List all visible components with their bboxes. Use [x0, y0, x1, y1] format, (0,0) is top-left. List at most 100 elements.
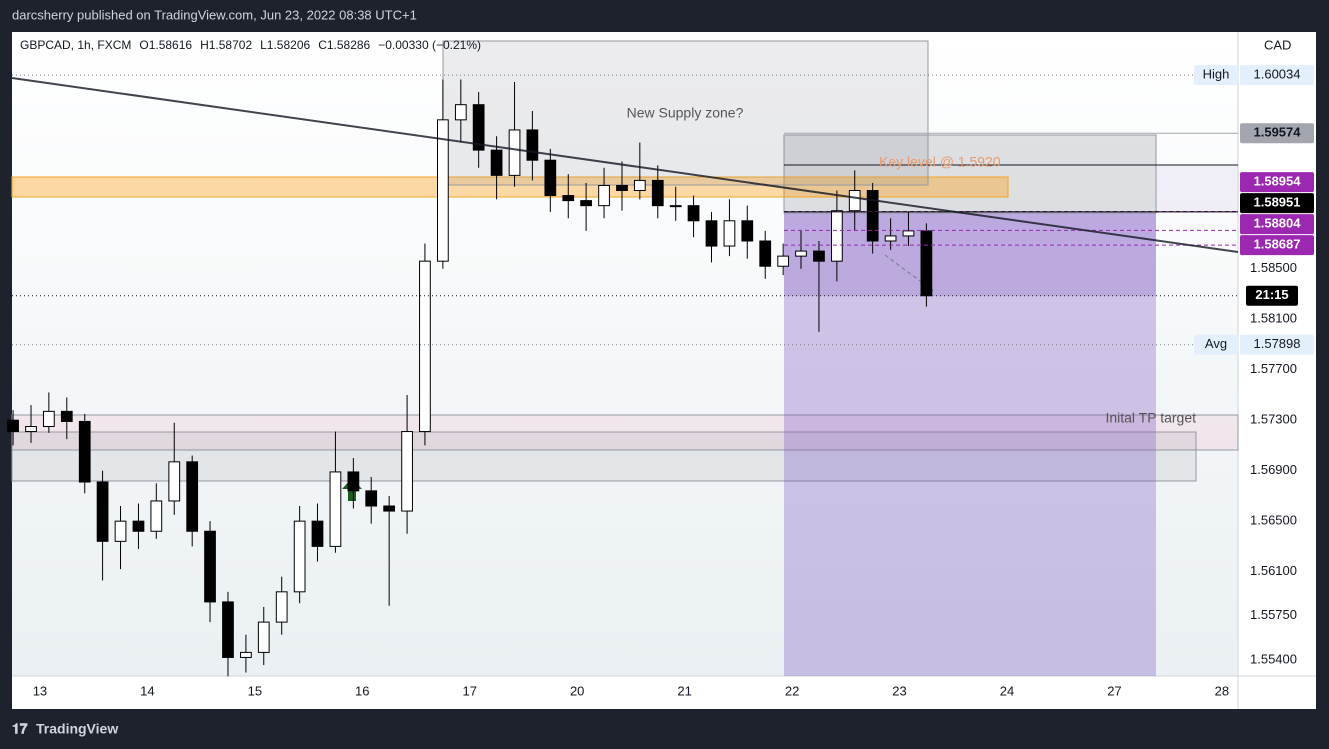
price-tag-box [1194, 65, 1238, 86]
price-label: 1.58951 [1254, 195, 1301, 210]
supply-zone [442, 40, 929, 186]
footer-logo: TradingView [36, 721, 118, 737]
legend-close: C1.58286 [318, 38, 370, 52]
legend-low: L1.58206 [260, 38, 310, 52]
marks [7, 74, 1238, 677]
candle-body [437, 119, 449, 262]
candle-body [257, 621, 270, 653]
chart-area [12, 32, 1316, 709]
candle-body [723, 220, 736, 247]
candle-body [60, 410, 73, 422]
candle-body [848, 190, 861, 212]
price-tag: Avg [1205, 336, 1227, 351]
projection-zone [784, 213, 1156, 676]
x-tick-label: 28 [1215, 683, 1229, 698]
price-label: 1.60034 [1254, 67, 1301, 82]
candle-body [7, 419, 19, 433]
price-label-box [1240, 193, 1314, 214]
candle-body [419, 260, 431, 433]
candle-body [329, 471, 342, 547]
candle-body [311, 520, 324, 547]
key-level-label: Key level @ 1.5920 [879, 154, 1001, 170]
candle-body [831, 210, 843, 262]
candle-body [222, 601, 234, 658]
candle-body [132, 520, 145, 532]
legend-high: H1.58702 [200, 38, 252, 52]
x-tick-label: 24 [1000, 683, 1014, 698]
candle-body [598, 184, 610, 207]
candle-body [96, 481, 109, 542]
candle-body [544, 159, 557, 197]
supply-label: New Supply zone? [627, 105, 744, 121]
stop-zone [783, 134, 1157, 214]
candle-body [795, 250, 807, 257]
candle-body [508, 129, 521, 176]
countdown: 21:15 [1255, 287, 1288, 302]
candle-body [365, 490, 378, 507]
projection-zone-dark [784, 213, 1156, 296]
price-label-box [1240, 235, 1314, 256]
y-tick-label: 1.56500 [1250, 513, 1297, 528]
candle-body [669, 205, 682, 208]
candle-body [401, 431, 413, 512]
x-tick-label: 22 [785, 683, 799, 698]
candle-body [168, 461, 181, 502]
candle-body [383, 505, 396, 512]
candle-body [240, 651, 252, 658]
candle-body [741, 220, 754, 242]
y-tick-label: 1.56100 [1250, 563, 1297, 578]
candle-body [705, 220, 718, 247]
price-label-box [1240, 65, 1314, 86]
key-level-zone [11, 176, 1009, 198]
candle-body [633, 179, 646, 192]
legend: GBPCAD, 1h, FXCM O1.58616 H1.58702 L1.58206… [20, 38, 481, 52]
candle-body [562, 195, 575, 202]
y-tick-label: 1.55750 [1250, 607, 1297, 622]
price-label-box [1240, 334, 1314, 355]
candle-body [490, 149, 503, 176]
candle-body [920, 230, 933, 297]
legend-change: −0.00330 (−0.21%) [378, 38, 481, 52]
price-label: 1.58804 [1254, 216, 1302, 231]
candle-body [777, 255, 790, 267]
candle-body [150, 500, 163, 532]
candle-body [580, 200, 592, 207]
candle-body [526, 129, 539, 161]
candle-body [472, 104, 485, 151]
symbol: GBPCAD, 1h, FXCM [20, 38, 131, 52]
candle-body [293, 520, 306, 593]
price-tag: High [1203, 67, 1230, 82]
candle-body [651, 179, 664, 207]
tp-zone [11, 431, 1197, 482]
candle-body [454, 104, 467, 121]
price-tag-box [1194, 334, 1238, 355]
candle-body [616, 184, 628, 192]
x-tick-label: 16 [355, 683, 369, 698]
x-tick-label: 21 [677, 683, 691, 698]
candle-body [347, 471, 360, 492]
candle-body [902, 230, 915, 237]
candle-body [759, 240, 772, 267]
x-tick-label: 23 [892, 683, 906, 698]
countdown-box [1246, 285, 1298, 306]
candle-body [114, 520, 127, 542]
y-tick-label: 1.55400 [1250, 651, 1297, 666]
candle-body [866, 190, 879, 242]
price-label: 1.58687 [1254, 237, 1301, 252]
price-label-box [1240, 214, 1314, 235]
candle-body [813, 250, 825, 262]
header: darcsherry published on TradingView.com,… [12, 7, 417, 22]
candle-body [275, 591, 288, 623]
y-tick-label: 1.57700 [1250, 361, 1297, 376]
x-tick-label: 27 [1107, 683, 1121, 698]
candle-body [204, 530, 216, 603]
time-axis [12, 676, 1316, 709]
candle-body [884, 235, 897, 242]
price-label: 1.59574 [1254, 125, 1302, 140]
y-tick-label: 1.57300 [1250, 412, 1297, 427]
candle-body [78, 420, 91, 483]
y-tick-label: 1.58500 [1250, 260, 1297, 275]
tp-label: Inital TP target [1105, 410, 1196, 426]
candle-body [25, 426, 37, 433]
x-tick-label: 17 [463, 683, 477, 698]
